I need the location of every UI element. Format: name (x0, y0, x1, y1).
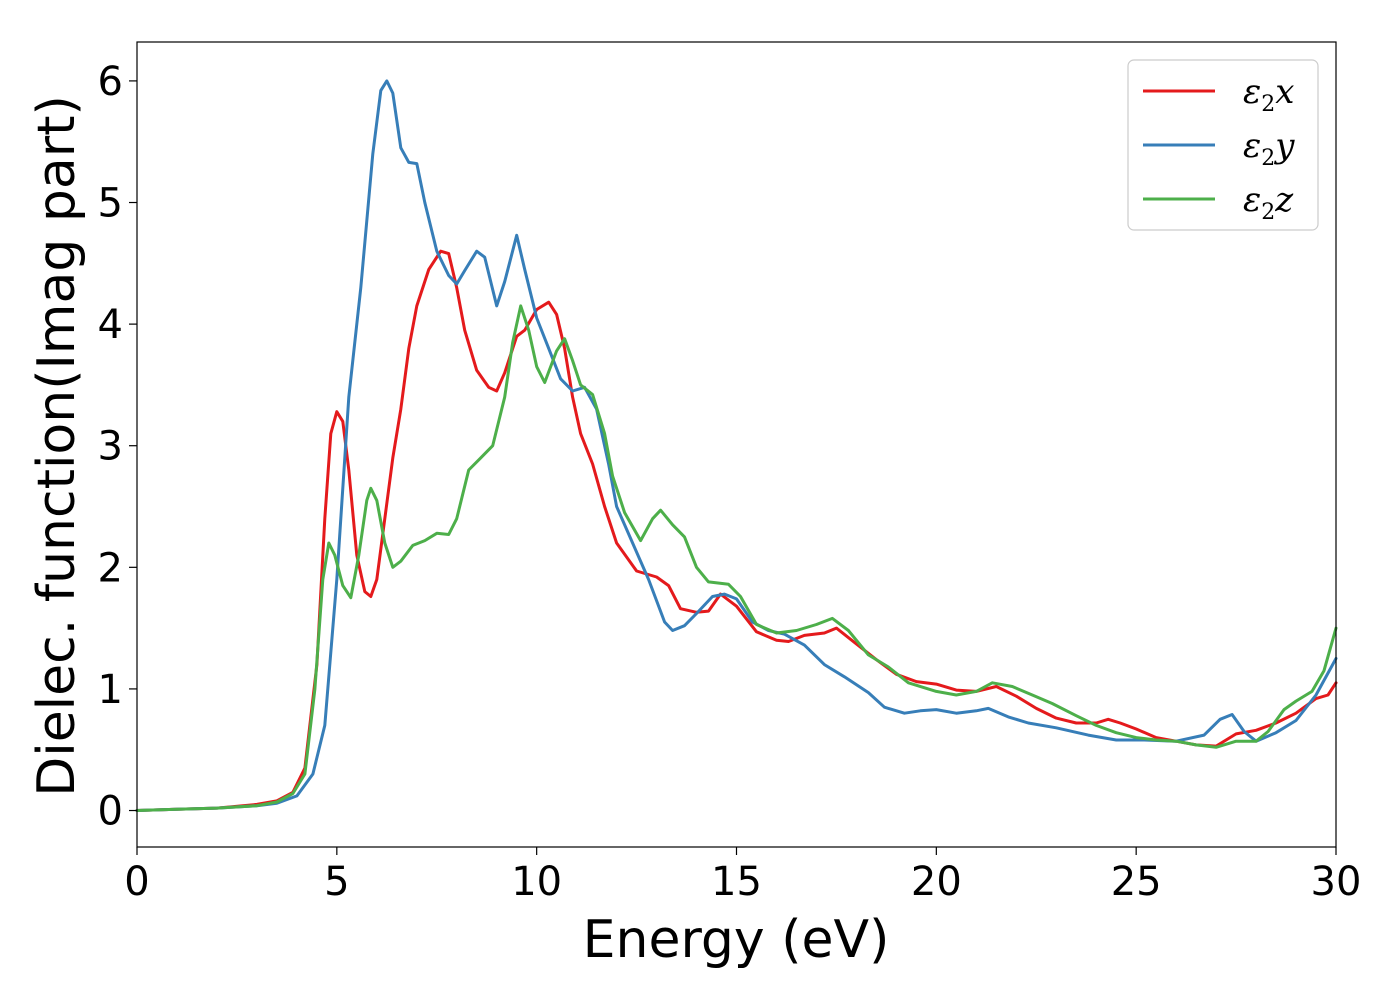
x-tick-label: 20 (911, 859, 962, 905)
x-tick-label: 15 (711, 859, 762, 905)
legend-component: z (1274, 180, 1294, 220)
legend-component: y (1273, 126, 1295, 166)
y-tick-label: 1 (98, 667, 123, 713)
legend-subscript: 2 (1261, 200, 1275, 225)
y-tick-label: 2 (98, 545, 123, 591)
x-axis-title: Energy (eV) (583, 910, 890, 970)
x-tick-label: 30 (1311, 859, 1362, 905)
y-axis: 0 1 2 3 4 5 6 (98, 59, 137, 835)
legend-epsilon: ε (1243, 72, 1261, 112)
y-axis-title: Dielec. function(Imag part) (27, 95, 87, 797)
x-tick-label: 10 (511, 859, 562, 905)
series-line-x (135, 249, 1338, 812)
legend-label-x: ε2x (1243, 72, 1294, 117)
y-tick-label: 0 (98, 789, 123, 835)
y-tick-label: 6 (98, 59, 123, 105)
legend-subscript: 2 (1261, 92, 1275, 117)
legend-epsilon: ε (1243, 180, 1261, 220)
x-axis: 0 5 10 15 20 25 30 (124, 847, 1361, 905)
legend-epsilon: ε (1243, 126, 1261, 166)
legend-box (1127, 59, 1319, 231)
legend-label-y: ε2y (1243, 126, 1295, 171)
series-line-z (135, 304, 1338, 812)
legend-subscript: 2 (1261, 146, 1275, 171)
legend-label-z: ε2z (1243, 180, 1294, 225)
series-line-y (135, 79, 1338, 812)
y-tick-label: 5 (98, 181, 123, 227)
y-tick-label: 3 (98, 424, 123, 470)
x-tick-label: 5 (324, 859, 349, 905)
legend-component: x (1275, 72, 1294, 112)
y-tick-label: 4 (98, 302, 123, 348)
x-tick-label: 0 (124, 859, 149, 905)
series-layer (135, 79, 1338, 812)
x-tick-label: 25 (1111, 859, 1162, 905)
